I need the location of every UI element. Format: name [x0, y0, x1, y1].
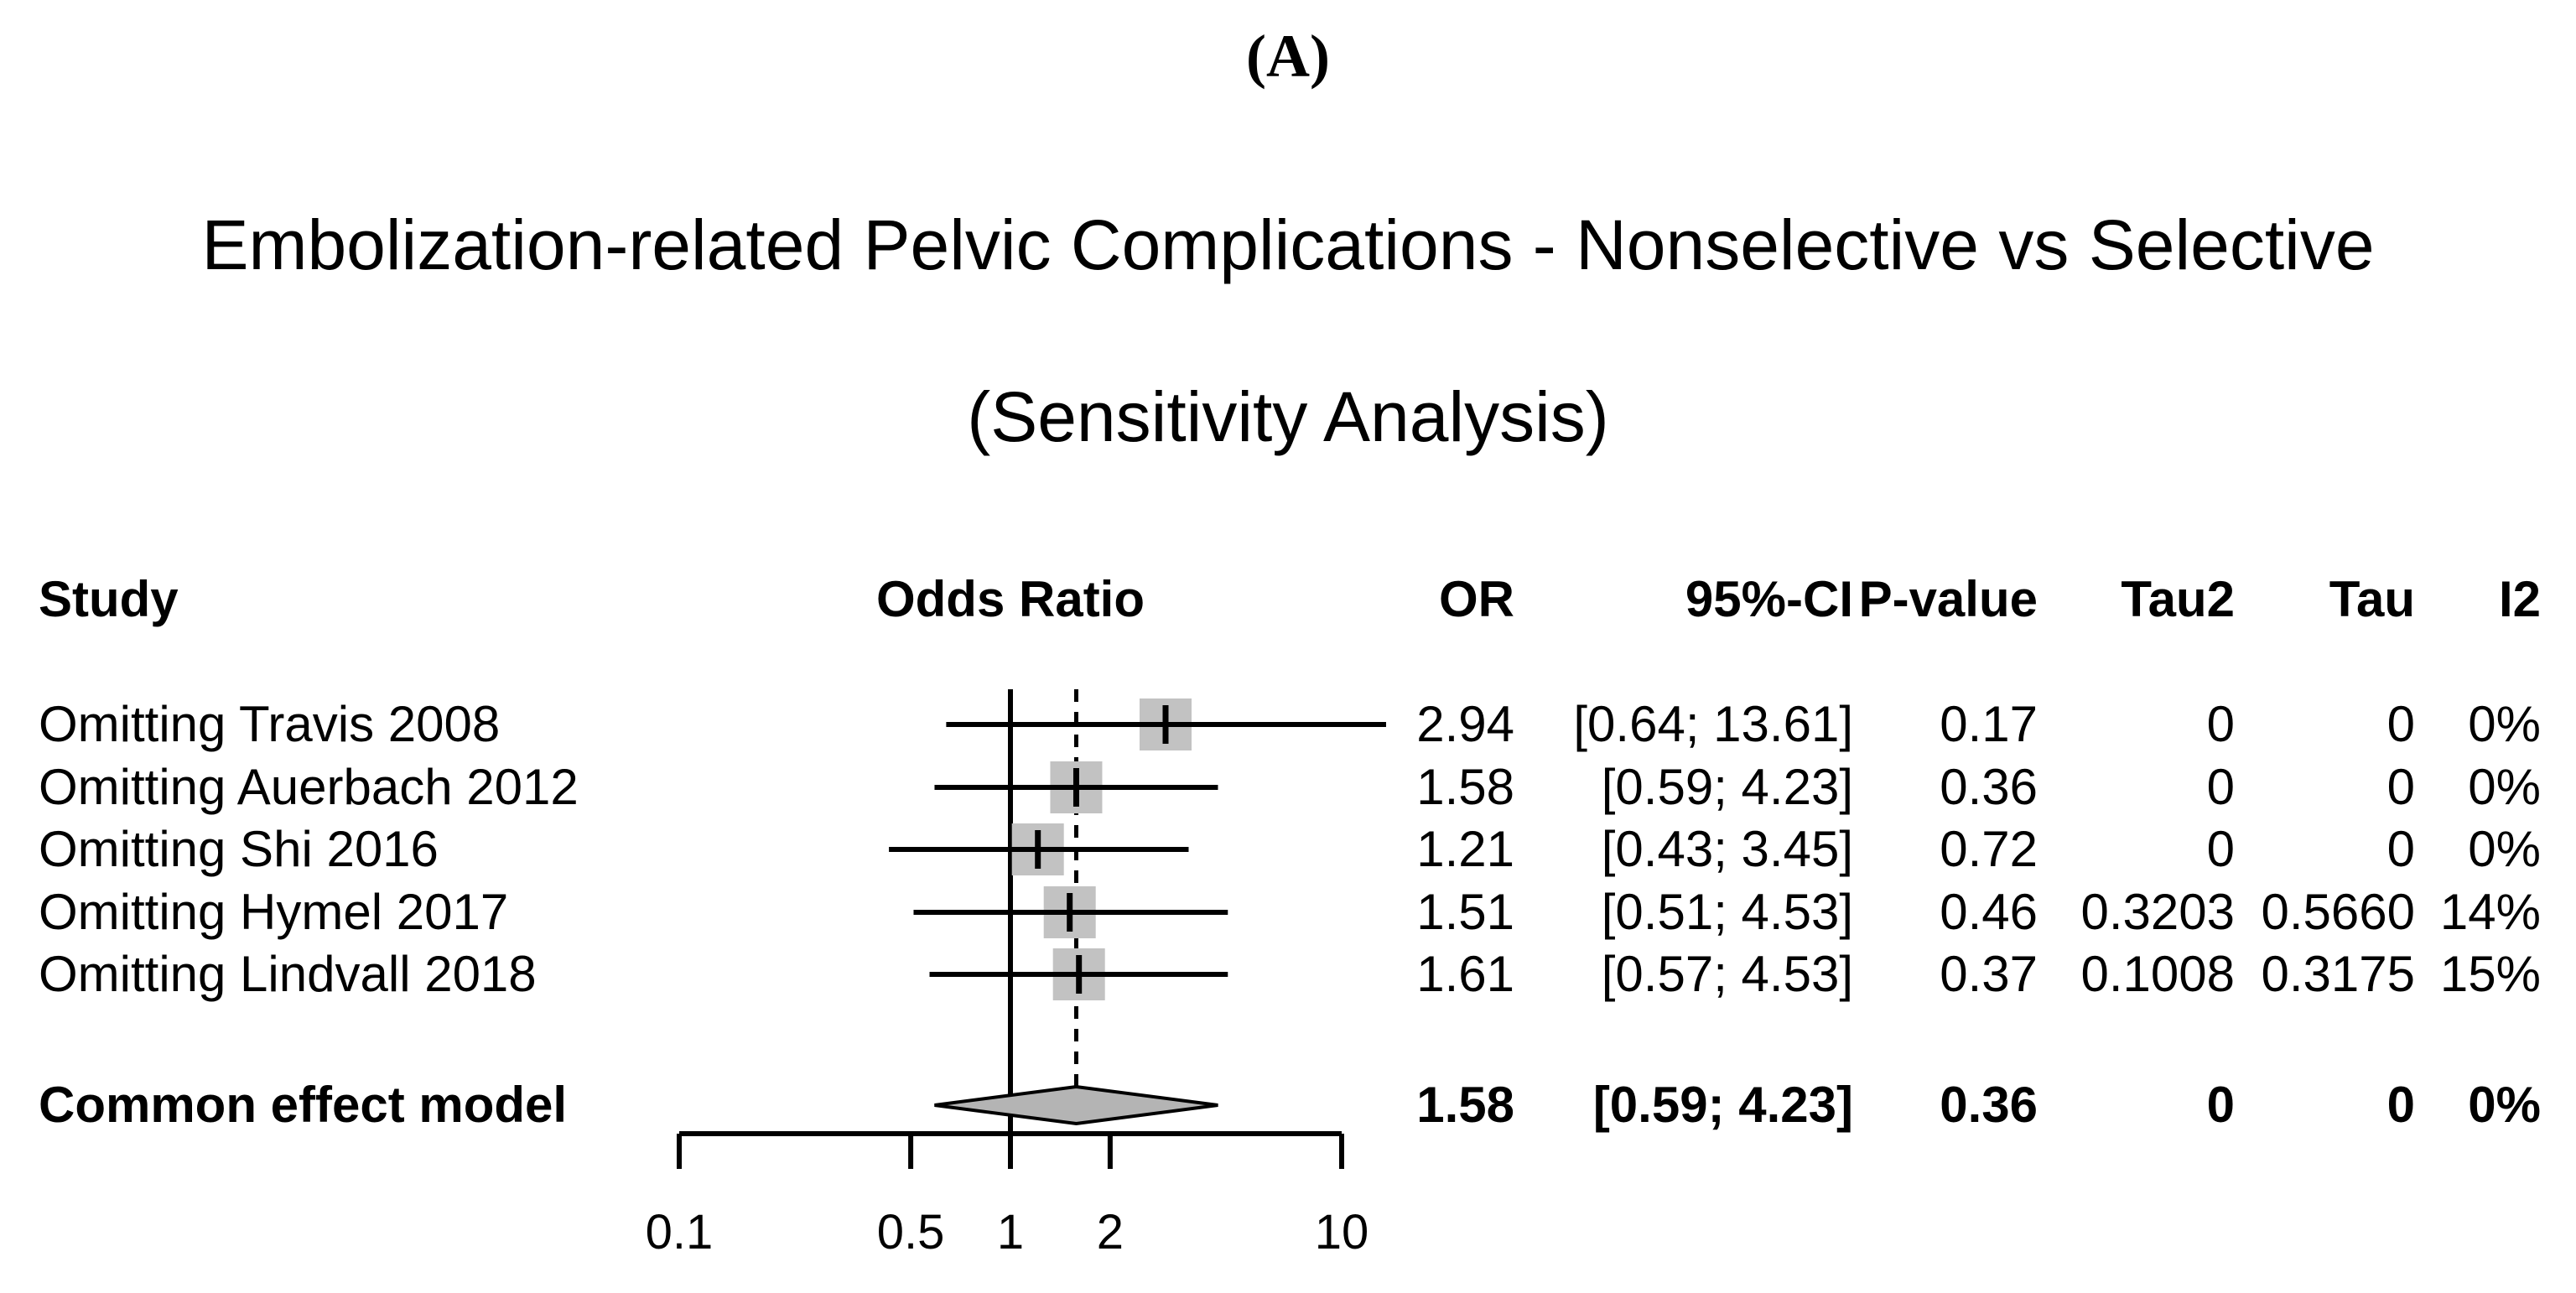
- tau-value: 0: [2386, 696, 2415, 752]
- study-label: Omitting Travis 2008: [39, 696, 501, 752]
- summary-diamond: [934, 1084, 1218, 1126]
- i2-value: 0%: [2468, 821, 2541, 877]
- i2-value: 0%: [2468, 696, 2541, 752]
- summary-tau-value: 0: [2386, 1077, 2415, 1133]
- estimate-marker: [1067, 893, 1073, 932]
- column-header-tau2: Tau2: [2121, 571, 2235, 627]
- axis-tick-label: 10: [1314, 1205, 1369, 1259]
- estimate-marker: [1076, 955, 1083, 994]
- or-value: 1.58: [1416, 759, 1514, 815]
- axis-tick-label: 1: [996, 1205, 1025, 1259]
- study-label: Omitting Hymel 2017: [39, 884, 509, 940]
- summary-i2-value: 0%: [2468, 1077, 2541, 1133]
- summary-or-value: 1.58: [1416, 1077, 1514, 1133]
- or-value: 1.51: [1416, 884, 1514, 940]
- panel-label: (A): [1246, 23, 1330, 90]
- pvalue-value: 0.36: [1940, 759, 2038, 815]
- tau2-value: 0: [2206, 821, 2235, 877]
- pvalue-value: 0.72: [1940, 821, 2038, 877]
- axis-tick-label: 2: [1096, 1205, 1124, 1259]
- ci-value: [0.59; 4.23]: [1601, 759, 1853, 815]
- column-header-ci: 95%-CI: [1685, 571, 1853, 627]
- tau-value: 0: [2386, 759, 2415, 815]
- axis-tick-label: 0.1: [645, 1205, 714, 1259]
- tau-value: 0.5660: [2261, 884, 2415, 940]
- estimate-marker: [1035, 830, 1041, 869]
- summary-ci-value: [0.59; 4.23]: [1592, 1077, 1853, 1133]
- tau-value: 0.3175: [2261, 946, 2415, 1002]
- study-label: Omitting Lindvall 2018: [39, 946, 537, 1002]
- pvalue-value: 0.37: [1940, 946, 2038, 1002]
- or-value: 2.94: [1416, 696, 1514, 752]
- pvalue-value: 0.17: [1940, 696, 2038, 752]
- figure-subtitle: (Sensitivity Analysis): [967, 377, 1609, 456]
- column-header-or: OR: [1439, 571, 1514, 627]
- column-header-tau: Tau: [2329, 571, 2415, 627]
- column-header-i2: I2: [2498, 571, 2541, 627]
- i2-value: 14%: [2439, 884, 2541, 940]
- column-header-odds-ratio: Odds Ratio: [875, 571, 1145, 627]
- estimate-marker: [1162, 705, 1169, 744]
- column-header-pvalue: P-value: [1858, 571, 2038, 627]
- summary-pvalue-value: 0.36: [1940, 1077, 2038, 1133]
- tau2-value: 0: [2206, 696, 2235, 752]
- summary-tau2-value: 0: [2206, 1077, 2235, 1133]
- summary-label: Common effect model: [39, 1077, 568, 1133]
- i2-value: 15%: [2439, 946, 2541, 1002]
- pvalue-value: 0.46: [1940, 884, 2038, 940]
- i2-value: 0%: [2468, 759, 2541, 815]
- or-value: 1.61: [1416, 946, 1514, 1002]
- study-label: Omitting Shi 2016: [39, 821, 439, 877]
- figure-title: Embolization-related Pelvic Complication…: [201, 205, 2375, 284]
- or-value: 1.21: [1416, 821, 1514, 877]
- tau2-value: 0.1008: [2080, 946, 2235, 1002]
- ci-value: [0.43; 3.45]: [1601, 821, 1853, 877]
- tau-value: 0: [2386, 821, 2415, 877]
- estimate-marker: [1072, 768, 1079, 807]
- study-label: Omitting Auerbach 2012: [39, 759, 579, 815]
- ci-value: [0.64; 13.61]: [1573, 696, 1853, 752]
- column-header-study: Study: [39, 571, 179, 627]
- axis-tick-label: 0.5: [876, 1205, 945, 1259]
- tau2-value: 0: [2206, 759, 2235, 815]
- ci-value: [0.51; 4.53]: [1601, 884, 1853, 940]
- tau2-value: 0.3203: [2080, 884, 2235, 940]
- ci-value: [0.57; 4.53]: [1601, 946, 1853, 1002]
